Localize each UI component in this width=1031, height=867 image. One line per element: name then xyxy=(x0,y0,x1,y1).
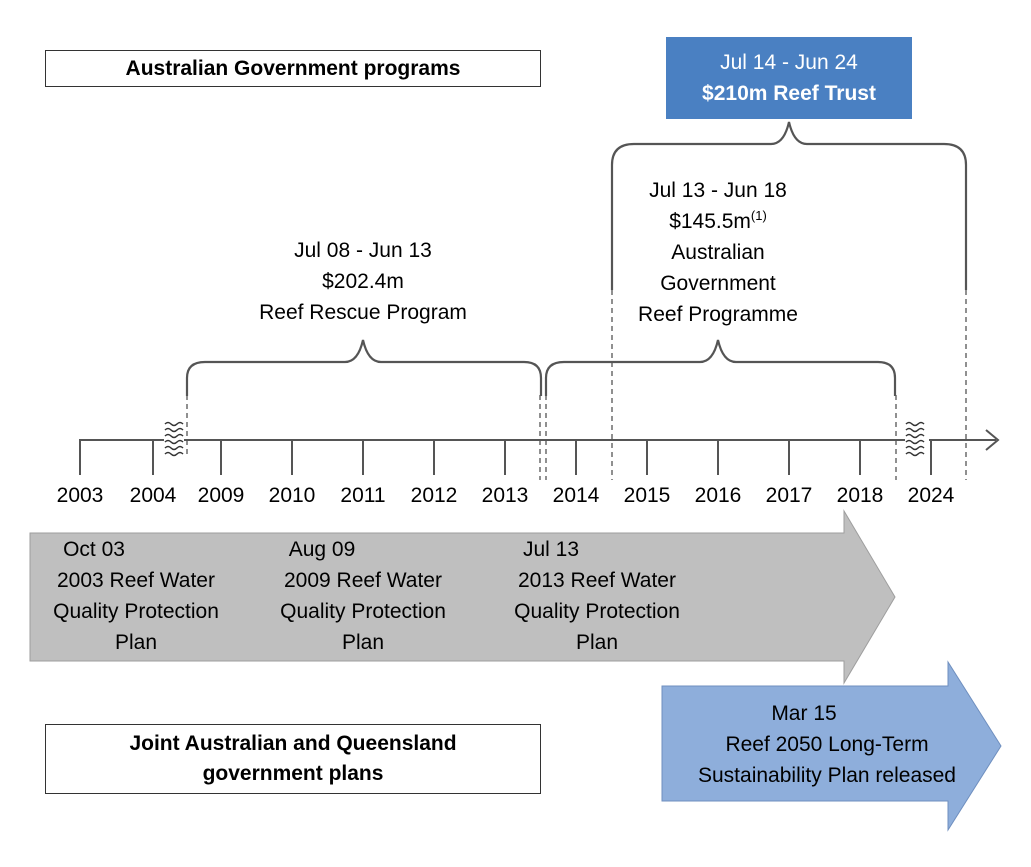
reef-programme-footnote: (1) xyxy=(750,208,767,223)
plan-2009-date: Aug 09 xyxy=(288,538,356,561)
plan-2009: Aug 09 2009 Reef Water Quality Protectio… xyxy=(257,534,469,658)
year-label: 2015 xyxy=(623,484,671,507)
federal-programs-label: Australian Government programs xyxy=(125,56,461,80)
plan-2003-line3: Plan xyxy=(114,631,158,654)
plan-2003-line1: 2003 Reef Water xyxy=(57,569,215,592)
year-label: 2010 xyxy=(268,484,316,507)
plan-2013: Jul 13 2013 Reef Water Quality Protectio… xyxy=(491,534,703,658)
reef-rescue-amount: $202.4m xyxy=(322,270,404,293)
reef-programme-brace xyxy=(544,339,897,396)
reef-trust-name: $210m Reef Trust xyxy=(702,82,876,105)
year-label: 2014 xyxy=(552,484,600,507)
plan-2009-line3: Plan xyxy=(341,631,385,654)
timeline-axis xyxy=(79,429,1000,475)
axis-break-right xyxy=(905,421,925,457)
reef-rescue-brace xyxy=(185,339,543,396)
reef2050-line2: Sustainability Plan released xyxy=(698,764,956,787)
plan-2013-line1: 2013 Reef Water xyxy=(518,569,676,592)
reef-rescue-label: Jul 08 - Jun 13 $202.4m Reef Rescue Prog… xyxy=(213,235,513,328)
joint-plans-legend: Joint Australian and Queensland governme… xyxy=(45,724,541,794)
reef-trust-brace xyxy=(610,121,968,290)
plans-arrow xyxy=(29,509,896,685)
plan-2003: Oct 03 2003 Reef Water Quality Protectio… xyxy=(30,534,242,658)
year-label: 2013 xyxy=(481,484,529,507)
reef-programme-name-line3: Reef Programme xyxy=(638,303,798,326)
reef-rescue-period: Jul 08 - Jun 13 xyxy=(294,239,432,262)
axis-break-left xyxy=(164,421,184,457)
joint-plans-label-line1: Joint Australian and Queensland xyxy=(129,732,457,755)
reef-trust-period: Jul 14 - Jun 24 xyxy=(720,51,858,74)
reef-programme-label: Jul 13 - Jun 18 $145.5m(1) Australian Go… xyxy=(598,175,838,330)
braces xyxy=(185,121,968,396)
reef2050-line1: Reef 2050 Long-Term xyxy=(725,733,929,756)
reef2050-arrow xyxy=(661,660,1002,832)
federal-programs-legend: Australian Government programs xyxy=(45,50,541,87)
reef-programme-period: Jul 13 - Jun 18 xyxy=(649,179,787,202)
plan-2013-date: Jul 13 xyxy=(522,538,580,561)
reef-programme-name-line1: Australian xyxy=(671,241,765,264)
year-label: 2011 xyxy=(340,484,386,507)
reef-programme-name-line2: Government xyxy=(660,272,776,295)
plan-2009-line2: Quality Protection xyxy=(280,600,446,623)
plan-2013-line2: Quality Protection xyxy=(514,600,680,623)
reef-programme-amount: $145.5m xyxy=(669,210,751,233)
reef-rescue-name: Reef Rescue Program xyxy=(259,301,467,324)
year-label: 2018 xyxy=(836,484,884,507)
reef2050-date: Mar 15 xyxy=(771,702,837,725)
year-label: 2016 xyxy=(694,484,742,507)
year-label: 2004 xyxy=(129,484,177,507)
plan-2009-line1: 2009 Reef Water xyxy=(284,569,442,592)
reef2050-plan: Mar 15 Reef 2050 Long-Term Sustainabilit… xyxy=(664,698,990,791)
plan-2003-line2: Quality Protection xyxy=(53,600,219,623)
reef-trust-box: Jul 14 - Jun 24 $210m Reef Trust xyxy=(666,37,912,119)
plan-2003-date: Oct 03 xyxy=(63,538,125,561)
dashed-guides xyxy=(186,290,967,480)
joint-plans-label-line2: government plans xyxy=(202,762,384,785)
year-label: 2017 xyxy=(765,484,813,507)
year-label: 2003 xyxy=(56,484,104,507)
year-label: 2009 xyxy=(197,484,245,507)
plan-2013-line3: Plan xyxy=(575,631,619,654)
year-label: 2024 xyxy=(907,484,955,507)
year-label: 2012 xyxy=(410,484,458,507)
